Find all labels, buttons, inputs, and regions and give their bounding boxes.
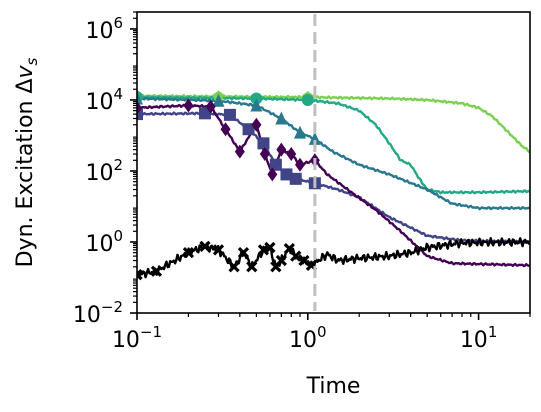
series-6-marker-4 bbox=[199, 240, 211, 253]
x-axis-label: Time bbox=[306, 374, 361, 399]
series-5-marker-8 bbox=[267, 167, 278, 182]
y-tick-label-3: 102 bbox=[85, 156, 123, 186]
series-5-marker-5 bbox=[234, 144, 245, 159]
series-4-marker-6 bbox=[269, 158, 282, 171]
ticks-layer: 10−1 100 101 10−2 100 102 104 106 bbox=[73, 11, 531, 353]
series-5-marker-3 bbox=[205, 99, 216, 114]
series-6-marker-14 bbox=[290, 250, 302, 262]
series-line-2 bbox=[137, 95, 530, 195]
series-4-marker-8 bbox=[289, 172, 302, 185]
markers-layer bbox=[137, 89, 321, 281]
series-3-marker-5 bbox=[293, 125, 306, 139]
series-6-marker-8 bbox=[246, 261, 258, 273]
series-6-marker-7 bbox=[237, 247, 250, 259]
y-axis-label: Dyn. Excitation Δvs bbox=[13, 57, 41, 267]
series-line-3 bbox=[137, 96, 530, 211]
x-tick-label-1: 10−1 bbox=[112, 323, 162, 353]
series-5-marker-4 bbox=[220, 122, 231, 137]
series-3-marker-2 bbox=[212, 93, 225, 107]
series-5-marker-9 bbox=[276, 142, 287, 157]
series-4-marker-7 bbox=[280, 168, 293, 181]
series-layer bbox=[137, 93, 530, 279]
series-line-5 bbox=[137, 103, 530, 268]
series-6-marker-1 bbox=[137, 269, 143, 281]
series-6-marker-2 bbox=[150, 265, 163, 277]
series-5-marker-2 bbox=[183, 98, 194, 113]
series-3-marker-3 bbox=[250, 98, 263, 112]
y-tick-label-1: 10−2 bbox=[73, 298, 123, 328]
series-3-marker-4 bbox=[275, 111, 288, 125]
series-4-marker-2 bbox=[198, 107, 211, 120]
series-5-marker-1 bbox=[137, 100, 142, 115]
series-5-marker-10 bbox=[286, 147, 297, 162]
series-5-marker-11 bbox=[294, 157, 305, 172]
series-6-marker-10 bbox=[264, 241, 276, 254]
plot-frame bbox=[136, 11, 531, 314]
y-tick-label-2: 100 bbox=[85, 227, 123, 257]
series-4-marker-1 bbox=[137, 108, 143, 121]
series-6-marker-3 bbox=[182, 247, 195, 259]
y-tick-label-5: 106 bbox=[85, 14, 123, 44]
x-tick-label-3: 101 bbox=[460, 323, 498, 353]
series-4-marker-3 bbox=[223, 108, 236, 121]
series-6-marker-6 bbox=[228, 261, 240, 273]
series-3-marker-6 bbox=[308, 131, 321, 145]
x-tick-label-2: 100 bbox=[289, 323, 327, 353]
series-6-marker-15 bbox=[298, 254, 310, 267]
series-6-marker-5 bbox=[212, 244, 225, 256]
series-4-marker-4 bbox=[242, 123, 255, 136]
series-2-marker-3 bbox=[301, 93, 314, 106]
series-line-6 bbox=[137, 236, 530, 279]
series-line-1 bbox=[137, 93, 530, 154]
series-5-marker-6 bbox=[251, 117, 262, 132]
series-3-marker-1 bbox=[137, 91, 143, 105]
y-tick-label-4: 104 bbox=[85, 85, 123, 115]
series-4-marker-5 bbox=[257, 137, 270, 150]
series-6-marker-12 bbox=[275, 254, 287, 267]
series-5-marker-7 bbox=[259, 147, 270, 162]
